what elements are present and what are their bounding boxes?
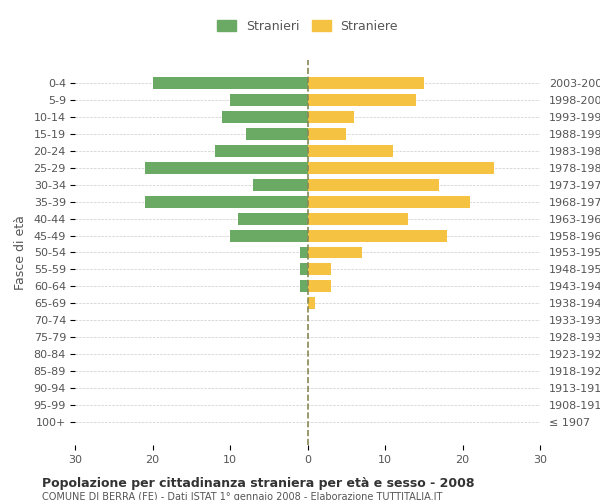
Bar — [308, 78, 424, 90]
Bar — [152, 78, 308, 90]
Bar — [300, 246, 308, 258]
Bar — [308, 112, 354, 123]
Bar — [300, 264, 308, 276]
Bar — [308, 213, 408, 224]
Text: COMUNE DI BERRA (FE) - Dati ISTAT 1° gennaio 2008 - Elaborazione TUTTITALIA.IT: COMUNE DI BERRA (FE) - Dati ISTAT 1° gen… — [42, 492, 442, 500]
Bar — [300, 280, 308, 292]
Bar — [308, 145, 393, 157]
Bar — [230, 94, 308, 106]
Bar — [308, 280, 331, 292]
Bar — [308, 264, 331, 276]
Bar — [308, 162, 493, 174]
Bar — [308, 179, 439, 191]
Bar — [308, 230, 447, 241]
Text: Popolazione per cittadinanza straniera per età e sesso - 2008: Popolazione per cittadinanza straniera p… — [42, 478, 475, 490]
Bar — [238, 213, 308, 224]
Bar — [215, 145, 308, 157]
Bar — [245, 128, 308, 140]
Bar — [308, 298, 315, 309]
Bar — [230, 230, 308, 241]
Legend: Stranieri, Straniere: Stranieri, Straniere — [213, 16, 402, 36]
Bar — [145, 196, 308, 207]
Bar — [308, 246, 362, 258]
Y-axis label: Fasce di età: Fasce di età — [14, 215, 26, 290]
Bar — [253, 179, 308, 191]
Bar — [308, 196, 470, 207]
Bar — [308, 128, 346, 140]
Bar — [145, 162, 308, 174]
Bar — [308, 94, 416, 106]
Bar — [222, 112, 308, 123]
